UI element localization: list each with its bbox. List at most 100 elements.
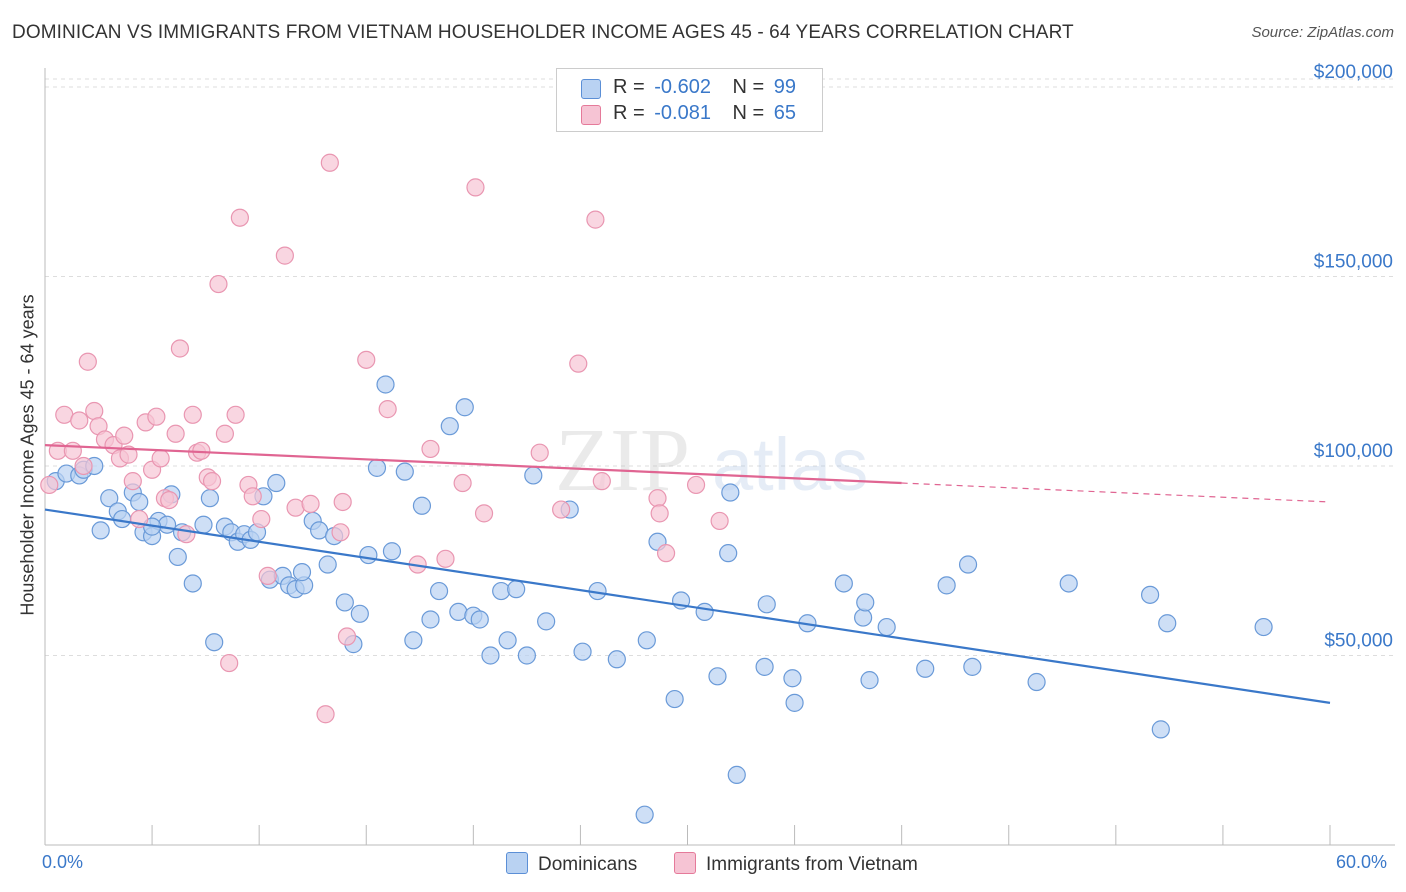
vietnam-point <box>226 405 245 424</box>
vietnam-point <box>710 511 729 531</box>
legend-r-label: R = <box>613 76 645 98</box>
vietnam-point <box>63 441 82 460</box>
vietnam-point <box>177 525 196 544</box>
dominicans-point <box>367 458 387 477</box>
dominicans-point <box>1254 617 1273 637</box>
dominicans-point <box>481 646 500 665</box>
dominicans-point <box>100 489 119 508</box>
dominicans-point <box>856 593 875 612</box>
correlation-legend: R = -0.602 N = 99 R = -0.081 N = 65 <box>556 68 823 132</box>
dominicans-point <box>1027 672 1046 692</box>
dominicans-point <box>492 581 511 601</box>
dominicans-point <box>470 610 489 629</box>
dominicans-point <box>635 805 654 824</box>
dominicans-point <box>719 544 738 563</box>
y-axis-label: Householder Income Ages 45 - 64 years <box>17 294 38 616</box>
vietnam-point <box>648 489 667 508</box>
dominicans-point <box>507 580 526 599</box>
dominicans-point <box>335 593 354 612</box>
dominicans-point <box>194 515 213 534</box>
dominicans-point <box>783 669 802 688</box>
vietnam-point <box>252 509 271 529</box>
legend-n-value: 65 <box>773 102 797 124</box>
dominicans-point <box>755 657 774 676</box>
vietnam-point <box>85 401 104 421</box>
dominicans-point <box>112 509 132 529</box>
vietnam-point <box>333 492 352 512</box>
vietnam-point <box>151 449 170 468</box>
y-tick-label: $100,000 <box>1314 441 1393 462</box>
bottom-legend-label: Dominicans <box>538 854 638 875</box>
dominicans-point <box>860 671 879 690</box>
bottom-legend-label: Immigrants from Vietnam <box>706 854 918 875</box>
dominicans-point <box>455 398 474 417</box>
dominicans-point <box>854 608 873 627</box>
vietnam-point <box>115 426 134 445</box>
vietnam-point <box>160 490 179 510</box>
vietnam-point <box>320 153 339 172</box>
vietnam-point <box>275 246 294 265</box>
vietnam-point <box>474 504 494 523</box>
y-tick-label: $200,000 <box>1314 62 1393 83</box>
trend-lines <box>44 444 1331 704</box>
dominicans-point <box>757 595 776 614</box>
legend-r-value: -0.602 <box>654 76 711 98</box>
x-tick-label-max: 60.0% <box>1336 852 1388 872</box>
dominicans-point <box>727 765 746 784</box>
dominicans-point <box>350 604 369 623</box>
dominicans-point <box>421 610 440 629</box>
vietnam-point <box>243 487 262 506</box>
dominicans-point <box>637 631 656 650</box>
vietnam-point <box>592 472 611 491</box>
vietnam-point <box>552 500 571 519</box>
vietnam-point <box>686 475 706 495</box>
vietnam-point <box>316 705 335 724</box>
vietnam-point <box>421 439 440 459</box>
bottom-legend-dominicans: Dominicans <box>506 852 637 876</box>
vietnam-point <box>378 400 397 419</box>
axes <box>44 68 1395 846</box>
vietnam-point <box>337 627 357 646</box>
vietnam-point <box>650 504 669 523</box>
vietnam-point <box>74 456 93 476</box>
dominicans-point <box>440 417 459 436</box>
dominicans-point <box>958 555 978 574</box>
y-tick-label: $150,000 <box>1314 251 1393 272</box>
dominicans-point <box>916 659 935 678</box>
dominicans-point <box>721 483 740 502</box>
dominicans-point <box>1059 574 1078 593</box>
dominicans-point <box>412 496 432 515</box>
dominicans-point <box>963 657 982 676</box>
watermark: ZIP atlas <box>555 411 868 510</box>
bottom-legend-vietnam: Immigrants from Vietnam <box>674 852 918 876</box>
vietnam-point <box>70 411 89 430</box>
dominicans-point <box>877 617 896 637</box>
vietnam-point <box>301 494 320 513</box>
dominicans-point <box>937 576 956 595</box>
legend-n-value: 99 <box>773 76 797 98</box>
dominicans-point <box>205 633 224 652</box>
dominicans-point <box>91 521 110 540</box>
dominicans-point <box>607 650 626 669</box>
dominicans-point <box>382 542 402 561</box>
vietnam-point <box>258 566 277 585</box>
vietnam-point <box>466 178 485 197</box>
vietnam-point <box>220 653 239 673</box>
legend-n-label: N = <box>732 102 765 124</box>
dominicans-point <box>1151 720 1170 739</box>
legend-swatch-blue <box>581 79 601 99</box>
vietnam-point <box>40 475 59 495</box>
vietnam-point <box>357 350 376 369</box>
dominicans-point <box>200 489 220 508</box>
vietnam-point <box>656 544 676 563</box>
chart-title: DOMINICAN VS IMMIGRANTS FROM VIETNAM HOU… <box>12 22 1074 43</box>
vietnam-point <box>78 352 97 371</box>
dominicans-point <box>404 631 423 650</box>
dominicans-point <box>785 693 804 712</box>
vietnam-points <box>40 153 729 724</box>
vietnam-point <box>166 424 185 443</box>
vietnam-point <box>436 549 455 568</box>
dominicans-point <box>267 473 286 493</box>
trend-line <box>44 444 902 485</box>
